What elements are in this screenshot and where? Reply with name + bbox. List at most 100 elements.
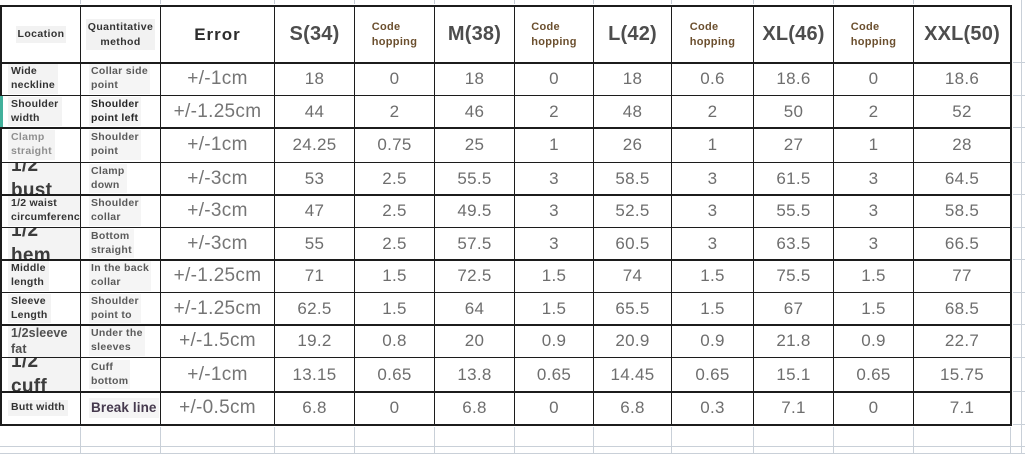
method-cell[interactable]: Shoulder collar xyxy=(81,195,160,227)
value-cell[interactable]: 1.5 xyxy=(515,293,593,324)
value-cell[interactable]: 47 xyxy=(275,195,354,227)
value-cell[interactable]: 64 xyxy=(435,293,514,324)
error-cell[interactable]: +/-1cm xyxy=(161,63,274,95)
value-cell[interactable]: 0.9 xyxy=(834,325,913,357)
value-cell[interactable]: 0.65 xyxy=(672,358,753,391)
value-cell[interactable]: 50 xyxy=(754,96,833,127)
location-cell[interactable]: 1/2 bust xyxy=(2,163,80,194)
value-cell[interactable]: 74 xyxy=(594,260,671,292)
value-cell[interactable]: 18 xyxy=(435,63,514,95)
value-cell[interactable]: 48 xyxy=(594,96,671,127)
value-cell[interactable]: 46 xyxy=(435,96,514,127)
value-cell[interactable]: 18.6 xyxy=(754,63,833,95)
error-cell[interactable]: +/-1cm xyxy=(161,358,274,391)
value-cell[interactable]: 0.65 xyxy=(355,358,434,391)
value-cell[interactable]: 71 xyxy=(275,260,354,292)
value-cell[interactable]: 77 xyxy=(914,260,1010,292)
column-header[interactable]: Code hopping xyxy=(515,7,593,62)
error-cell[interactable]: +/-1.25cm xyxy=(161,260,274,292)
value-cell[interactable]: 2.5 xyxy=(355,228,434,259)
location-cell[interactable]: 1/2 hem xyxy=(2,228,80,259)
value-cell[interactable]: 52 xyxy=(914,96,1010,127)
value-cell[interactable]: 1 xyxy=(515,128,593,162)
value-cell[interactable]: 0.6 xyxy=(672,63,753,95)
value-cell[interactable]: 1.5 xyxy=(672,293,753,324)
value-cell[interactable]: 22.7 xyxy=(914,325,1010,357)
column-header[interactable]: S(34) xyxy=(275,7,354,62)
column-header[interactable]: XXL(50) xyxy=(914,7,1010,62)
method-cell[interactable]: In the back collar xyxy=(81,260,160,292)
value-cell[interactable]: 3 xyxy=(515,228,593,259)
value-cell[interactable]: 3 xyxy=(515,163,593,194)
method-cell[interactable]: Clamp down xyxy=(81,163,160,194)
value-cell[interactable]: 49.5 xyxy=(435,195,514,227)
value-cell[interactable]: 3 xyxy=(672,228,753,259)
method-cell[interactable]: Under the sleeves xyxy=(81,325,160,357)
value-cell[interactable]: 62.5 xyxy=(275,293,354,324)
value-cell[interactable]: 0.9 xyxy=(515,325,593,357)
value-cell[interactable]: 1.5 xyxy=(672,260,753,292)
location-cell[interactable]: Shoulder width xyxy=(2,96,80,127)
value-cell[interactable]: 65.5 xyxy=(594,293,671,324)
method-cell[interactable]: Shoulder point to xyxy=(81,293,160,324)
location-cell[interactable]: Clamp straight xyxy=(2,128,80,162)
location-cell[interactable]: 1/2 cuff xyxy=(2,358,80,391)
location-cell[interactable]: Wide neckline xyxy=(2,63,80,95)
error-cell[interactable]: +/-0.5cm xyxy=(161,392,274,424)
column-header[interactable]: Code hopping xyxy=(834,7,913,62)
value-cell[interactable]: 58.5 xyxy=(914,195,1010,227)
value-cell[interactable]: 68.5 xyxy=(914,293,1010,324)
value-cell[interactable]: 13.8 xyxy=(435,358,514,391)
value-cell[interactable]: 3 xyxy=(834,163,913,194)
value-cell[interactable]: 20.9 xyxy=(594,325,671,357)
value-cell[interactable]: 0.65 xyxy=(834,358,913,391)
location-cell[interactable]: Middle length xyxy=(2,260,80,292)
value-cell[interactable]: 0 xyxy=(834,392,913,424)
value-cell[interactable]: 44 xyxy=(275,96,354,127)
value-cell[interactable]: 15.75 xyxy=(914,358,1010,391)
value-cell[interactable]: 55.5 xyxy=(754,195,833,227)
value-cell[interactable]: 57.5 xyxy=(435,228,514,259)
value-cell[interactable]: 60.5 xyxy=(594,228,671,259)
error-cell[interactable]: +/-1.25cm xyxy=(161,293,274,324)
location-cell[interactable]: 1/2sleeve fat xyxy=(2,325,80,357)
value-cell[interactable]: 52.5 xyxy=(594,195,671,227)
method-cell[interactable]: Break line xyxy=(81,392,160,424)
value-cell[interactable]: 2.5 xyxy=(355,163,434,194)
value-cell[interactable]: 67 xyxy=(754,293,833,324)
column-header[interactable]: XL(46) xyxy=(754,7,833,62)
value-cell[interactable]: 63.5 xyxy=(754,228,833,259)
value-cell[interactable]: 0.75 xyxy=(355,128,434,162)
column-header[interactable]: M(38) xyxy=(435,7,514,62)
error-cell[interactable]: +/-3cm xyxy=(161,163,274,194)
value-cell[interactable]: 3 xyxy=(672,163,753,194)
value-cell[interactable]: 0 xyxy=(355,392,434,424)
value-cell[interactable]: 61.5 xyxy=(754,163,833,194)
location-cell[interactable]: Butt width xyxy=(2,392,80,424)
value-cell[interactable]: 19.2 xyxy=(275,325,354,357)
column-header[interactable]: L(42) xyxy=(594,7,671,62)
value-cell[interactable]: 58.5 xyxy=(594,163,671,194)
method-cell[interactable]: Cuff bottom xyxy=(81,358,160,391)
value-cell[interactable]: 0.65 xyxy=(515,358,593,391)
value-cell[interactable]: 15.1 xyxy=(754,358,833,391)
value-cell[interactable]: 7.1 xyxy=(754,392,833,424)
value-cell[interactable]: 3 xyxy=(672,195,753,227)
value-cell[interactable]: 2 xyxy=(355,96,434,127)
column-header[interactable]: Location xyxy=(2,7,80,62)
error-cell[interactable]: +/-1cm xyxy=(161,128,274,162)
value-cell[interactable]: 0.8 xyxy=(355,325,434,357)
value-cell[interactable]: 6.8 xyxy=(435,392,514,424)
value-cell[interactable]: 55 xyxy=(275,228,354,259)
value-cell[interactable]: 2 xyxy=(834,96,913,127)
value-cell[interactable]: 0 xyxy=(515,63,593,95)
value-cell[interactable]: 13.15 xyxy=(275,358,354,391)
value-cell[interactable]: 6.8 xyxy=(594,392,671,424)
value-cell[interactable]: 0 xyxy=(355,63,434,95)
value-cell[interactable]: 1.5 xyxy=(834,293,913,324)
value-cell[interactable]: 6.8 xyxy=(275,392,354,424)
value-cell[interactable]: 14.45 xyxy=(594,358,671,391)
value-cell[interactable]: 2 xyxy=(672,96,753,127)
value-cell[interactable]: 28 xyxy=(914,128,1010,162)
value-cell[interactable]: 1.5 xyxy=(515,260,593,292)
